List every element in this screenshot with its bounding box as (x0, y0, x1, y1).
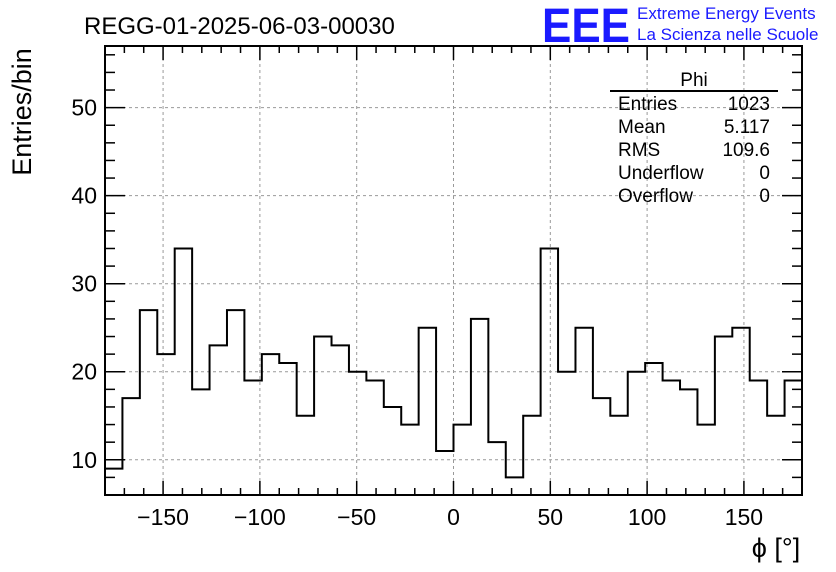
y-tick-label: 40 (71, 183, 97, 209)
y-tick-label: 10 (71, 447, 97, 473)
eee-logo: EEE Extreme Energy Events La Scienza nel… (542, 0, 818, 53)
stats-row-label: Entries (618, 94, 677, 115)
x-axis-title: ϕ [°] (752, 533, 800, 563)
stats-title: Phi (680, 70, 707, 91)
histogram-outline (104, 247, 803, 495)
x-tick-label: −50 (337, 504, 376, 530)
stats-row-value: 5.117 (724, 117, 770, 138)
y-tick-label: 20 (71, 359, 97, 385)
chart-title: REGG-01-2025-06-03-00030 (84, 13, 395, 40)
logo-line-2: La Scienza nelle Scuole (637, 25, 818, 44)
stats-row-value: 1023 (728, 94, 770, 115)
logo-mark: EEE (542, 0, 630, 53)
stats-row-label: RMS (618, 140, 660, 161)
stats-rows: Entries 1023 Mean 5.117 RMS 109.6 Underflow 0 Ov… (618, 94, 770, 207)
stats-row-label: Underflow (618, 163, 704, 184)
logo-line-1: Extreme Energy Events (637, 4, 816, 23)
x-tick-label: −150 (137, 504, 189, 530)
y-tick-label: 30 (71, 271, 97, 297)
x-tick-label: 150 (725, 504, 763, 530)
axis-ticks (104, 46, 803, 496)
stats-box: Phi Entries 1023 Mean 5.117 RMS 109.6 Underflo… (610, 70, 778, 207)
stats-row-value: 109.6 (722, 140, 770, 161)
x-tick-label: 0 (447, 504, 460, 530)
grid (105, 46, 802, 495)
x-tick-label: −100 (234, 504, 286, 530)
stats-row-label: Overflow (618, 186, 693, 207)
stats-row-value: 0 (759, 163, 770, 184)
tick-labels: −150 −100 −50 0 50 100 150 10 20 30 40 50 (71, 95, 763, 530)
x-tick-label: 50 (538, 504, 564, 530)
y-tick-label: 50 (71, 95, 97, 121)
x-tick-label: 100 (628, 504, 666, 530)
y-axis-title: Entries/bin (7, 48, 37, 176)
stats-row-label: Mean (618, 117, 666, 138)
stats-row-value: 0 (759, 186, 770, 207)
